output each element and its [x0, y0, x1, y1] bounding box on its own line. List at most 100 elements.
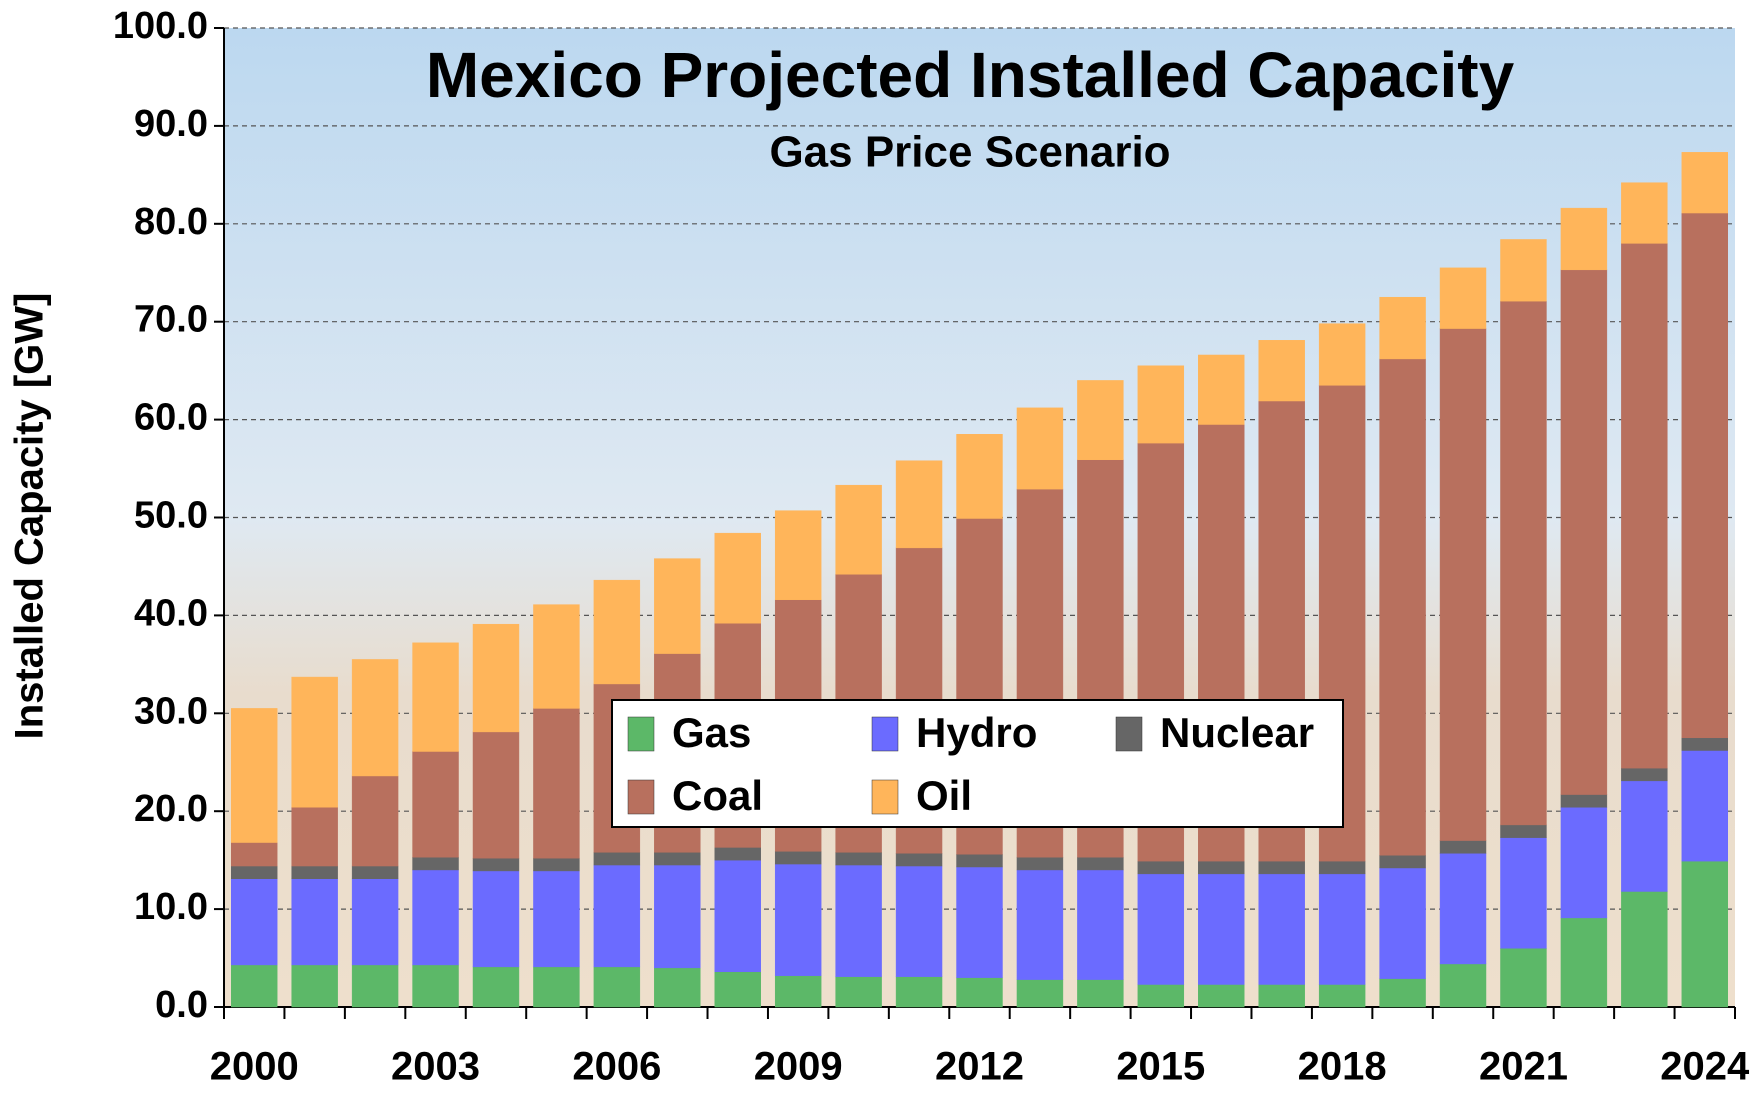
page: {"chart_data": {"type": "stacked-bar", "…: [0, 0, 1758, 1096]
bar-segment: [413, 857, 459, 870]
bar-segment: [1500, 301, 1546, 825]
bar-segment: [1380, 297, 1426, 359]
bar-segment: [775, 511, 821, 600]
bar-segment: [1017, 408, 1063, 489]
bar-segment: [1380, 359, 1426, 855]
bar-segment: [1138, 984, 1184, 1007]
bar-segment: [1319, 874, 1365, 985]
y-tick-label: 60.0: [134, 397, 208, 439]
bar-segment: [1319, 324, 1365, 386]
bar-segment: [473, 858, 519, 871]
bar-segment: [775, 851, 821, 864]
bar-segment: [1138, 861, 1184, 874]
bar-segment: [1319, 861, 1365, 874]
legend-swatch: [1116, 717, 1142, 751]
bar-segment: [533, 871, 579, 967]
y-tick-label: 70.0: [134, 299, 208, 341]
bar-segment: [896, 853, 942, 866]
bar-segment: [1138, 874, 1184, 985]
legend-swatch: [872, 717, 898, 751]
bar-segment: [594, 852, 640, 865]
bar-segment: [292, 807, 338, 866]
bar-segment: [1621, 243, 1667, 768]
bar-segment: [957, 978, 1003, 1007]
bar-segment: [1440, 329, 1486, 841]
bar-segment: [1017, 980, 1063, 1007]
y-tick-label: 50.0: [134, 495, 208, 537]
bar-segment: [836, 977, 882, 1007]
legend-swatch: [628, 780, 654, 814]
bar-segment: [1561, 208, 1607, 270]
bar-segment: [352, 866, 398, 879]
bar-segment: [896, 866, 942, 977]
bar-segment: [1682, 861, 1728, 1007]
y-tick-label: 30.0: [134, 690, 208, 732]
bar-segment: [1440, 841, 1486, 854]
y-tick-label: 40.0: [134, 592, 208, 634]
bar-segment: [292, 866, 338, 879]
bar-segment: [1500, 838, 1546, 949]
bar-segment: [352, 659, 398, 776]
x-tick-label: 2015: [1116, 1045, 1205, 1089]
bar-segment: [1380, 979, 1426, 1007]
bar-segment: [1440, 268, 1486, 329]
bar-segment: [594, 865, 640, 967]
legend-label: Coal: [672, 772, 763, 819]
legend-label: Oil: [916, 772, 972, 819]
bar-segment: [352, 879, 398, 965]
bar-segment: [473, 732, 519, 858]
bar-segment: [957, 434, 1003, 518]
bar-segment: [1259, 984, 1305, 1007]
bar-segment: [352, 776, 398, 866]
bar-segment: [533, 858, 579, 871]
chart: Mexico Projected Installed Capacity Gas …: [0, 0, 1758, 1096]
bar-segment: [1621, 891, 1667, 1007]
y-axis-label: Installed Capacity [GW]: [8, 293, 52, 740]
bar-segment: [413, 965, 459, 1007]
y-tick-label: 20.0: [134, 788, 208, 830]
bar-segment: [231, 866, 277, 879]
bar-segment: [533, 967, 579, 1007]
legend-swatch: [628, 717, 654, 751]
y-tick-label: 90.0: [134, 103, 208, 145]
bar-segment: [473, 967, 519, 1007]
x-tick-label: 2003: [391, 1045, 480, 1089]
legend-label: Gas: [672, 709, 751, 756]
bar-segment: [1682, 738, 1728, 751]
bar-segment: [1319, 984, 1365, 1007]
bar-segment: [775, 976, 821, 1007]
bar-segment: [1077, 870, 1123, 980]
y-tick-label: 0.0: [155, 984, 208, 1026]
bar-segment: [654, 559, 700, 654]
bar-segment: [231, 843, 277, 866]
bar-segment: [654, 865, 700, 968]
bar-segment: [473, 871, 519, 967]
x-tick-label: 2012: [935, 1045, 1024, 1089]
bar-segment: [1621, 768, 1667, 781]
bar-segment: [1138, 366, 1184, 443]
bar-segment: [594, 580, 640, 684]
x-tick-label: 2021: [1479, 1045, 1568, 1089]
x-tick-label: 2018: [1298, 1045, 1387, 1089]
bar-segment: [1500, 825, 1546, 838]
bar-segment: [1259, 340, 1305, 401]
bar-segment: [292, 965, 338, 1007]
bar-segment: [715, 972, 761, 1007]
bar-segment: [1621, 781, 1667, 892]
bar-segment: [1077, 380, 1123, 459]
bar-segment: [1561, 795, 1607, 808]
bar-segment: [896, 461, 942, 548]
bar-segment: [1077, 980, 1123, 1007]
bar-segment: [1259, 861, 1305, 874]
bar-segment: [594, 967, 640, 1007]
bar-segment: [413, 643, 459, 752]
bar-segment: [1380, 855, 1426, 868]
bar-segment: [1500, 239, 1546, 301]
bar-segment: [1682, 213, 1728, 738]
bar-segment: [352, 965, 398, 1007]
bar-segment: [533, 708, 579, 858]
bar-segment: [715, 860, 761, 972]
legend-label: Nuclear: [1160, 709, 1314, 756]
bar-segment: [896, 977, 942, 1007]
bar-segment: [836, 852, 882, 865]
